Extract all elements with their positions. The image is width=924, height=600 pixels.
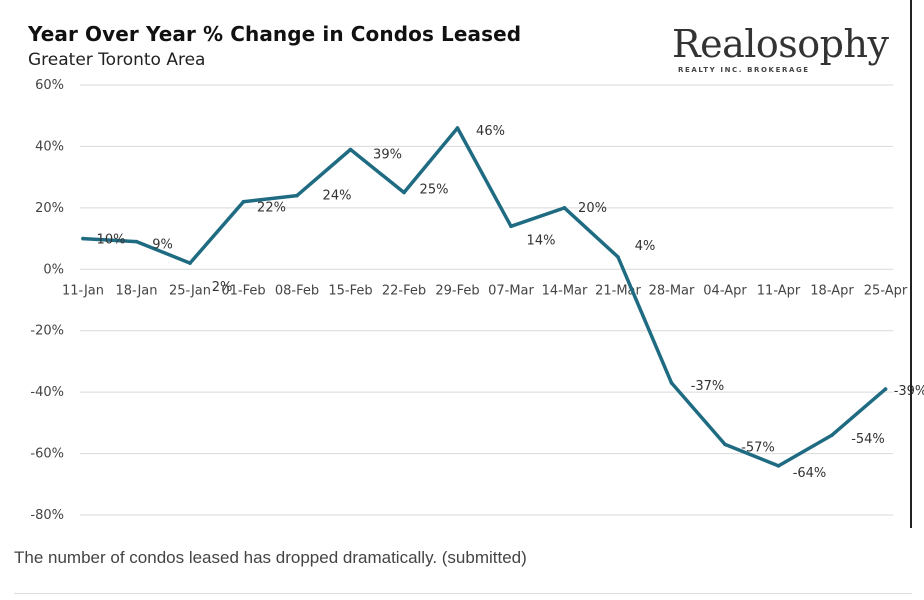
data-label: 46% bbox=[476, 124, 505, 139]
y-tick-label: 60% bbox=[35, 78, 64, 93]
x-tick-label: 22-Feb bbox=[382, 283, 426, 298]
y-tick-label: -40% bbox=[30, 385, 64, 400]
data-point bbox=[455, 126, 460, 130]
data-point bbox=[348, 147, 353, 152]
data-point bbox=[883, 387, 888, 391]
x-tick-label: 18-Jan bbox=[116, 283, 158, 298]
data-label: 22% bbox=[257, 201, 286, 216]
x-tick-label: 04-Apr bbox=[703, 283, 747, 298]
x-tick-label: 25-Jan bbox=[169, 283, 211, 298]
data-label: -57% bbox=[741, 440, 775, 455]
x-tick-label: 08-Feb bbox=[275, 283, 319, 298]
x-tick-label: 11-Apr bbox=[757, 283, 801, 298]
x-tick-label: 07-Mar bbox=[488, 283, 534, 298]
chart-title: Year Over Year % Change in Condos Leased bbox=[28, 22, 522, 46]
data-label: -54% bbox=[851, 432, 885, 447]
y-tick-label: -80% bbox=[30, 508, 64, 523]
brand-logo: Realosophy bbox=[672, 22, 889, 66]
line-chart: 60% 40% 20% 0% -20% -40% -60% -80% 11-Jan 18-Jan 2… bbox=[30, 78, 924, 523]
data-label: -64% bbox=[793, 466, 827, 481]
data-label: 39% bbox=[373, 148, 402, 163]
data-label: 24% bbox=[323, 189, 352, 204]
y-tick-label: 20% bbox=[35, 201, 64, 216]
data-point bbox=[616, 255, 620, 259]
series-line bbox=[81, 126, 888, 468]
chart-subtitle: Greater Toronto Area bbox=[28, 50, 206, 70]
data-label: 2% bbox=[212, 280, 233, 295]
data-label: -37% bbox=[691, 379, 725, 394]
data-point bbox=[241, 199, 246, 204]
divider bbox=[14, 593, 912, 594]
data-label: 9% bbox=[152, 238, 173, 253]
data-point bbox=[562, 206, 567, 210]
data-label: 4% bbox=[635, 239, 656, 254]
data-label: -39% bbox=[894, 384, 924, 399]
data-label: 25% bbox=[420, 183, 449, 198]
y-tick-label: -60% bbox=[30, 447, 64, 462]
chart-figure: Year Over Year % Change in Condos Leased… bbox=[28, 0, 924, 528]
data-point bbox=[81, 236, 85, 241]
data-label: 14% bbox=[527, 233, 556, 248]
y-tick-label: -20% bbox=[30, 324, 64, 339]
brand-tagline: REALTY INC. BROKERAGE bbox=[678, 66, 810, 74]
data-point bbox=[776, 464, 781, 468]
x-tick-label: 29-Feb bbox=[435, 283, 479, 298]
data-point bbox=[669, 381, 674, 385]
data-point bbox=[402, 190, 406, 195]
x-tick-label: 18-Apr bbox=[810, 283, 854, 298]
x-tick-label: 11-Jan bbox=[62, 283, 104, 298]
frame-edge bbox=[910, 0, 912, 528]
y-tick-label: 40% bbox=[35, 139, 64, 154]
data-point bbox=[509, 224, 513, 229]
data-point bbox=[295, 193, 299, 198]
data-label: 20% bbox=[578, 201, 607, 216]
y-tick-label: 0% bbox=[43, 262, 64, 277]
data-point bbox=[188, 261, 192, 265]
x-tick-label: 01-Feb bbox=[221, 283, 265, 298]
image-caption: The number of condos leased has dropped … bbox=[14, 548, 527, 567]
data-point bbox=[723, 442, 727, 447]
x-tick-label: 15-Feb bbox=[328, 283, 372, 298]
data-label: 10% bbox=[97, 233, 126, 248]
data-point bbox=[830, 433, 834, 437]
data-point bbox=[134, 239, 139, 244]
x-tick-label: 28-Mar bbox=[649, 283, 695, 298]
x-tick-label: 14-Mar bbox=[542, 283, 588, 298]
x-tick-label: 25-Apr bbox=[864, 283, 908, 298]
